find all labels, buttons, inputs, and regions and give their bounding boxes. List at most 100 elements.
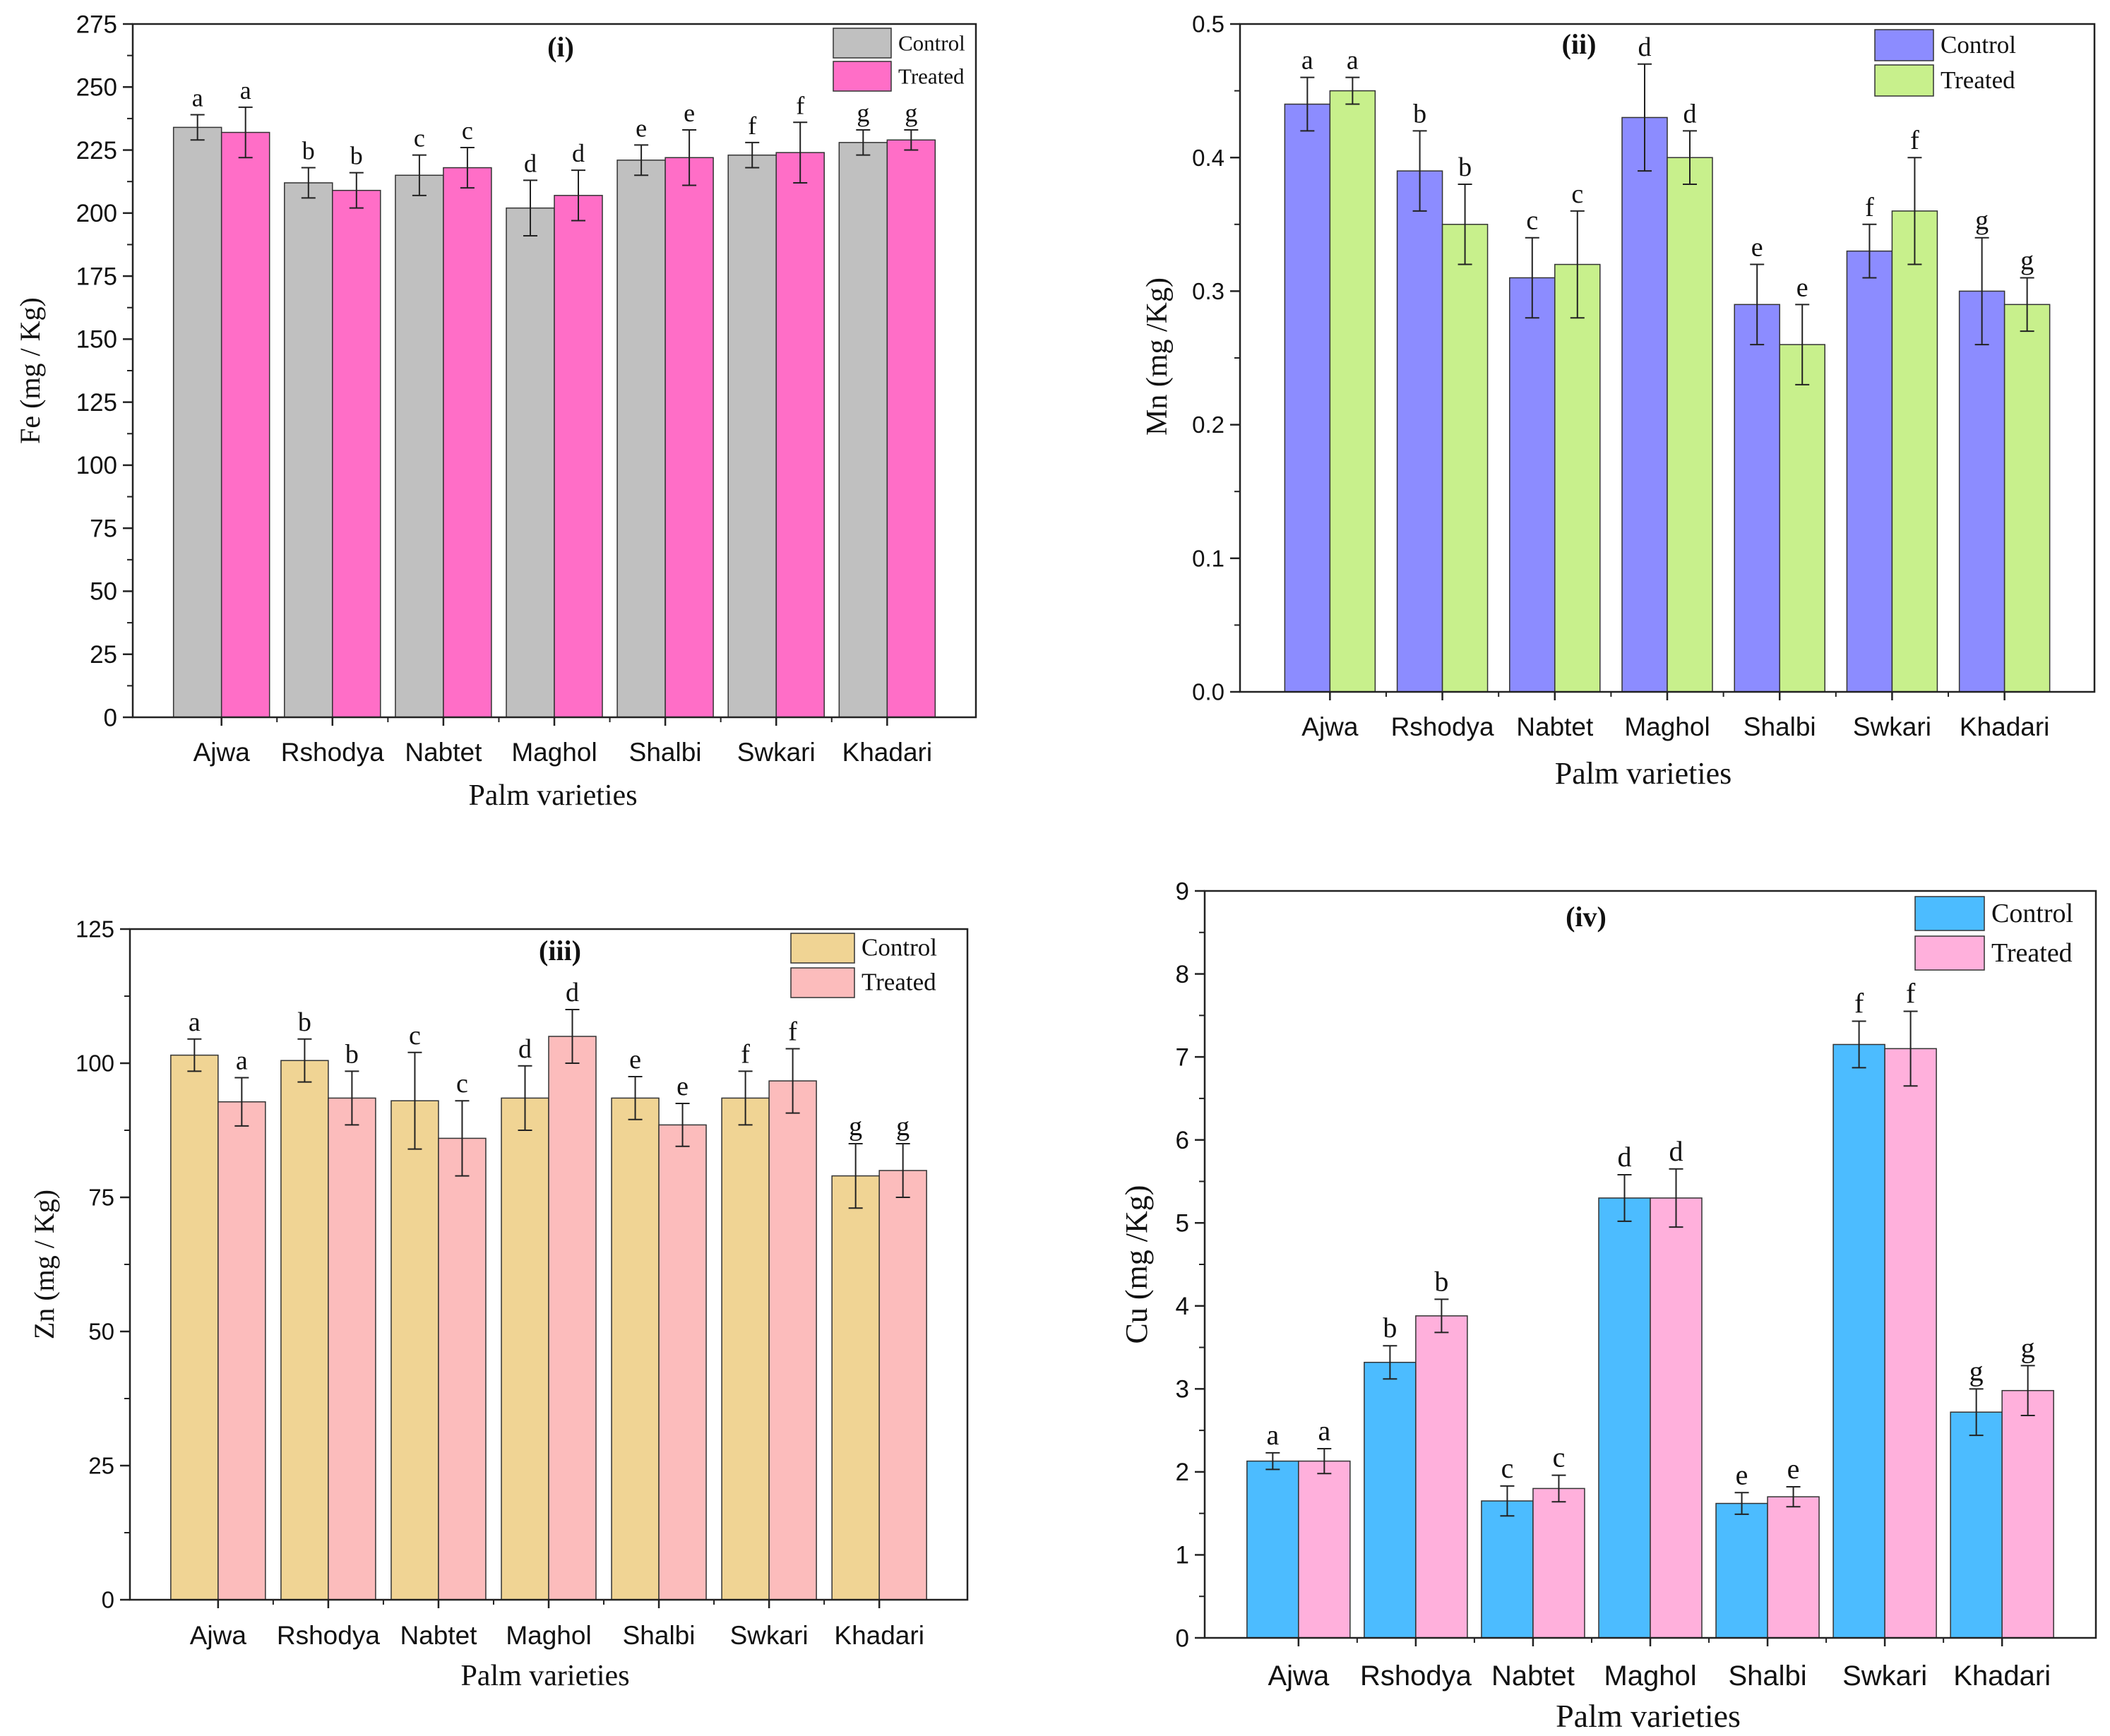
panel-label: (iv) bbox=[1566, 901, 1607, 933]
y-axis-label: Cu (mg /Kg) bbox=[1119, 1185, 1154, 1344]
y-tick-label: 9 bbox=[1176, 878, 1189, 905]
significance-letter: c bbox=[456, 1069, 468, 1099]
significance-letter: e bbox=[684, 99, 695, 127]
bar-control-swkari bbox=[727, 154, 777, 718]
x-tick-label: Rshodya bbox=[1360, 1660, 1472, 1692]
significance-letter: a bbox=[1301, 46, 1313, 76]
y-tick-label: 2 bbox=[1176, 1459, 1189, 1486]
significance-letter: e bbox=[1787, 1453, 1800, 1485]
bar-treated-maghol bbox=[1650, 1197, 1703, 1639]
significance-letter: a bbox=[1347, 46, 1359, 76]
y-axis-label: Mn (mg /Kg) bbox=[1141, 277, 1174, 436]
significance-letter: a bbox=[189, 1007, 201, 1037]
bar-control-shalbi bbox=[1715, 1502, 1768, 1639]
x-tick-label: Ajwa bbox=[1268, 1660, 1329, 1692]
x-tick-label: Maghol bbox=[1604, 1660, 1696, 1692]
bar-treated-swkari bbox=[775, 152, 825, 718]
significance-letter: g bbox=[1975, 206, 1989, 236]
legend-swatch-treated bbox=[790, 967, 855, 998]
y-axis-label: Fe (mg / Kg) bbox=[14, 297, 46, 444]
bar-treated-ajwa bbox=[1329, 90, 1376, 693]
significance-letter: c bbox=[1501, 1452, 1514, 1484]
significance-letter: b bbox=[1458, 152, 1472, 182]
bar-control-khadari bbox=[831, 1175, 880, 1600]
bar-treated-maghol bbox=[554, 195, 603, 718]
significance-letter: c bbox=[409, 1021, 421, 1050]
bar-control-nabtet bbox=[391, 1100, 439, 1600]
y-tick-label: 275 bbox=[76, 11, 117, 38]
y-tick-label: 7 bbox=[1176, 1043, 1189, 1071]
y-tick-label: 100 bbox=[76, 452, 117, 479]
legend-swatch-control bbox=[790, 933, 855, 964]
significance-letter: f bbox=[741, 1039, 750, 1069]
legend-label-control: Control bbox=[862, 934, 937, 962]
significance-letter: c bbox=[414, 124, 425, 152]
y-tick-label: 6 bbox=[1176, 1127, 1189, 1154]
x-tick-label: Ajwa bbox=[1301, 712, 1359, 741]
y-tick-label: 75 bbox=[90, 515, 117, 542]
bar-treated-shalbi bbox=[1767, 1496, 1820, 1639]
y-tick-label: 125 bbox=[76, 389, 117, 417]
x-axis-label: Palm varieties bbox=[1555, 756, 1732, 791]
significance-letter: g bbox=[2020, 246, 2034, 275]
significance-letter: e bbox=[636, 114, 647, 142]
x-tick-label: Ajwa bbox=[193, 738, 251, 767]
x-tick-label: Shalbi bbox=[1744, 712, 1816, 741]
x-tick-label: Maghol bbox=[506, 1621, 591, 1650]
legend-label-control: Control bbox=[898, 31, 965, 56]
legend-swatch-control bbox=[1874, 29, 1934, 61]
significance-letter: a bbox=[192, 84, 203, 112]
bar-treated-rshodya bbox=[1415, 1315, 1468, 1639]
y-tick-label: 25 bbox=[88, 1453, 114, 1479]
bar-treated-ajwa bbox=[220, 131, 270, 718]
significance-letter: d bbox=[1669, 1135, 1683, 1167]
significance-letter: d bbox=[1638, 32, 1652, 62]
bar-treated-khadari bbox=[2001, 1389, 2054, 1639]
bar-treated-khadari bbox=[878, 1170, 927, 1600]
significance-letter: b bbox=[350, 142, 363, 170]
significance-letter: b bbox=[298, 1007, 311, 1037]
y-tick-label: 8 bbox=[1176, 961, 1189, 988]
bar-treated-nabtet bbox=[1532, 1487, 1585, 1639]
y-axis-label: Zn (mg / Kg) bbox=[28, 1190, 60, 1339]
significance-letter: a bbox=[1318, 1415, 1330, 1447]
y-tick-label: 0 bbox=[102, 1587, 114, 1613]
bar-control-rshodya bbox=[1396, 170, 1443, 693]
x-tick-label: Khadari bbox=[1953, 1660, 2051, 1692]
panel-i: a b c d e f g a b c d e f g 0 25 50 75 100 125 150 175 200 225 2… bbox=[14, 11, 977, 812]
y-tick-label: 25 bbox=[90, 641, 117, 669]
y-tick-label: 5 bbox=[1176, 1209, 1189, 1237]
significance-letter: d bbox=[524, 149, 537, 177]
bar-control-nabtet bbox=[395, 174, 444, 718]
bar-control-swkari bbox=[721, 1097, 770, 1600]
significance-letter: f bbox=[1865, 193, 1874, 222]
bar-treated-rshodya bbox=[1441, 224, 1489, 693]
x-tick-label: Swkari bbox=[730, 1621, 809, 1650]
bar-control-swkari bbox=[1832, 1043, 1885, 1639]
significance-letter: f bbox=[788, 1017, 797, 1046]
bar-treated-khadari bbox=[2003, 304, 2051, 693]
y-tick-label: 200 bbox=[76, 200, 117, 227]
panel-label: (ii) bbox=[1562, 28, 1597, 60]
significance-letter: d bbox=[572, 139, 585, 167]
bar-treated-shalbi bbox=[1779, 344, 1825, 693]
y-tick-label: 0.1 bbox=[1192, 545, 1224, 571]
bar-control-rshodya bbox=[284, 182, 333, 718]
significance-letter: e bbox=[1751, 233, 1763, 263]
bar-treated-nabtet bbox=[443, 167, 492, 718]
bar-treated-shalbi bbox=[658, 1124, 707, 1600]
legend-swatch-treated bbox=[1874, 64, 1934, 97]
x-tick-label: Shalbi bbox=[623, 1621, 696, 1650]
y-tick-label: 0.2 bbox=[1192, 412, 1224, 438]
x-tick-label: Swkari bbox=[737, 738, 816, 767]
y-tick-label: 175 bbox=[76, 263, 117, 290]
bar-treated-shalbi bbox=[664, 157, 714, 718]
x-tick-label: Rshodya bbox=[281, 738, 384, 767]
significance-letter: a bbox=[236, 1046, 248, 1076]
y-tick-label: 0.3 bbox=[1192, 278, 1224, 304]
y-tick-label: 4 bbox=[1176, 1293, 1189, 1320]
significance-letter: c bbox=[1571, 179, 1583, 209]
y-tick-label: 1 bbox=[1176, 1542, 1189, 1569]
panel-iv: a b c d e f g a b c d e f g 0 1 2 3 4 5 6 7 8 9 Ajwa Rshodya Nabte… bbox=[1119, 878, 2097, 1734]
x-tick-label: Maghol bbox=[1624, 712, 1710, 741]
